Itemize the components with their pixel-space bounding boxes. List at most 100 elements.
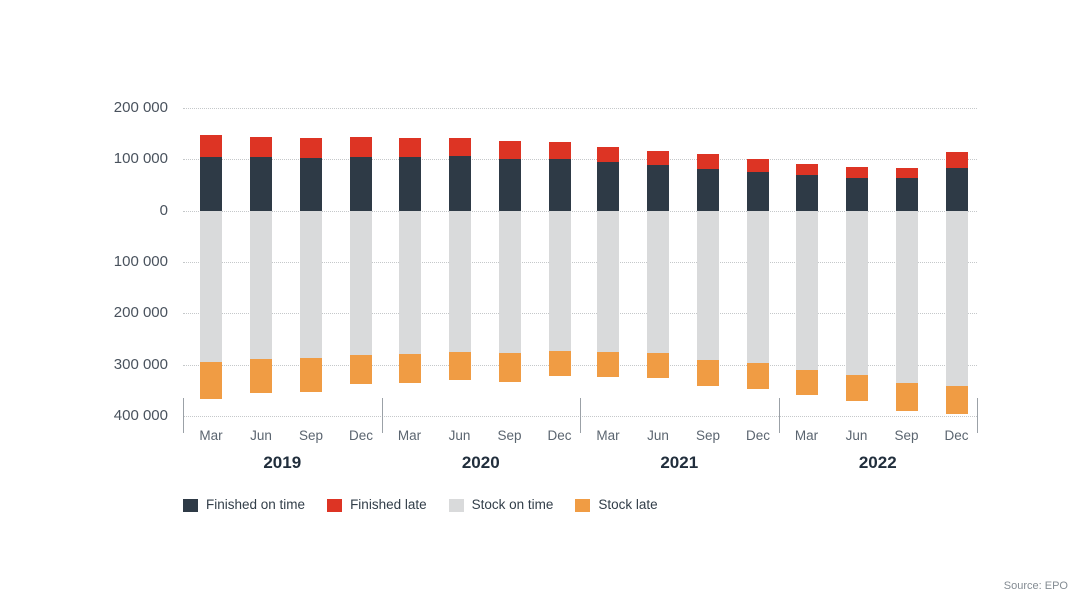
bar-segment-stock-late [300,357,322,392]
bar-segment-stock-on-time [398,210,421,355]
bar-segment-finished-on-time [647,164,669,211]
bar-segment-finished-late [498,140,521,159]
bar-segment-stock-late [498,353,521,382]
x-axis-month-label: Sep [894,428,919,443]
bar-segment-stock-on-time [300,210,322,358]
axis-separator-tick [778,398,780,433]
bar-segment-stock-on-time [845,210,868,375]
x-axis-month-label: Jun [647,428,669,443]
bar-segment-finished-late [548,141,571,160]
legend-swatch [448,498,464,512]
x-axis-year-label: 2022 [858,453,897,472]
bar-segment-stock-late [548,350,571,377]
gridline [183,108,977,110]
bar-segment-stock-late [200,362,222,399]
bar-segment-finished-late [300,137,322,158]
bar-segment-stock-late [398,354,421,383]
bar-segment-stock-late [795,369,818,396]
y-axis-tick-label: 400 000 [113,406,168,424]
bar-segment-finished-on-time [795,175,818,211]
x-axis-month-label: Mar [199,428,223,443]
x-axis-year-label: 2021 [660,453,699,472]
bar-segment-stock-on-time [597,210,619,353]
bar-segment-finished-late [697,154,719,169]
bar-segment-stock-on-time [350,210,372,355]
x-axis-month-label: Mar [397,428,422,443]
bar-segment-finished-late [250,136,272,158]
bar-segment-stock-on-time [448,210,471,353]
bar-segment-finished-late [597,147,619,162]
bar-segment-stock-late [895,382,918,411]
source-caption: Source: EPO [1003,580,1068,592]
bar-segment-stock-on-time [945,210,968,387]
bar-segment-stock-on-time [895,210,918,383]
bar-segment-finished-on-time [845,177,868,211]
axis-separator-tick [977,398,978,433]
bar-segment-finished-late [845,167,868,178]
x-axis-month-label: Dec [547,428,572,443]
x-axis-month-label: Jun [845,428,868,443]
bar-segment-finished-late [747,159,769,173]
bar-segment-finished-on-time [300,157,322,211]
legend-label: Finished on time [206,497,306,512]
x-axis-month-label: Sep [695,428,721,443]
x-axis-month-label: Mar [596,428,620,443]
chart-legend: Finished on time Finished late Stock on … [183,497,658,513]
bar-segment-stock-on-time [747,210,769,364]
legend-swatch [575,498,591,512]
bar-segment-finished-on-time [398,157,421,211]
bar-segment-stock-late [350,354,372,385]
legend-label: Stock on time [471,497,554,512]
bar-segment-stock-late [448,352,471,381]
bar-segment-finished-late [895,168,918,179]
bar-segment-stock-late [647,352,669,379]
legend-swatch [327,498,343,512]
x-axis-year-label: 2019 [263,453,302,472]
bar-segment-finished-late [795,164,818,176]
bar-segment-stock-on-time [795,210,818,370]
bar-segment-finished-on-time [448,156,471,211]
bar-segment-stock-late [747,363,769,390]
bar-segment-finished-on-time [250,157,272,211]
bar-segment-finished-late [200,134,222,158]
bar-segment-stock-late [250,358,272,394]
legend-item-finished-on-time: Finished on time [183,497,305,513]
x-axis-month-label: Mar [794,428,819,443]
gridline [183,210,977,212]
bar-segment-finished-late [647,150,669,165]
legend-item-finished-late: Finished late [327,497,427,513]
bar-segment-finished-late [398,138,421,158]
gridline [183,159,977,161]
x-axis-month-label: Jun [250,428,272,443]
x-axis-month-label: Dec [745,428,770,443]
x-axis-month-label: Jun [448,428,471,443]
bar-segment-stock-late [597,352,619,378]
bar-segment-finished-on-time [350,157,372,211]
x-axis-month-label: Sep [497,428,522,443]
bar-segment-stock-on-time [647,210,669,353]
axis-separator-tick [580,398,581,433]
legend-swatch [183,498,198,512]
bar-segment-finished-late [448,137,471,157]
y-axis-tick-label: 300 000 [113,355,168,373]
bar-segment-finished-late [350,137,372,158]
bar-segment-stock-late [697,359,719,386]
x-axis-month-label: Dec [944,428,969,443]
gridline [183,364,977,366]
legend-label: Finished late [350,497,427,512]
y-axis-tick-label: 200 000 [113,304,168,322]
bar-segment-finished-on-time [747,172,769,211]
bar-segment-finished-on-time [697,168,719,211]
bar-segment-finished-on-time [498,158,521,211]
axis-separator-tick [183,398,184,433]
legend-label: Stock late [598,497,658,512]
x-axis-month-label: Dec [348,428,373,443]
bar-segment-finished-on-time [895,178,918,211]
bar-segment-stock-late [945,386,968,415]
bar-segment-finished-on-time [548,159,571,211]
bar-segment-stock-late [845,374,868,402]
y-axis-tick-label: 100 000 [113,150,168,168]
x-axis-year-label: 2020 [461,453,500,472]
bar-segment-stock-on-time [250,210,272,359]
